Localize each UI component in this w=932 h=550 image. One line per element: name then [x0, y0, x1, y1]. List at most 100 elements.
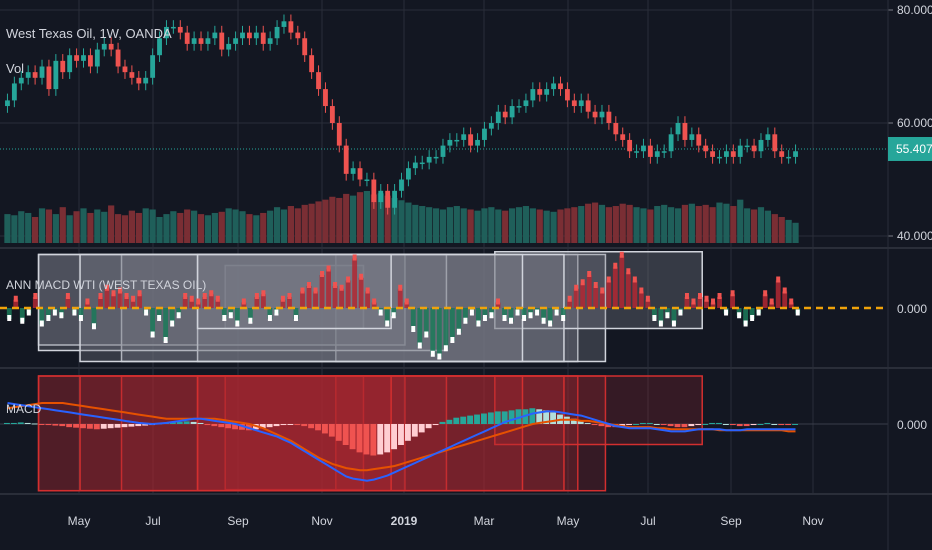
- volume-bar: [667, 207, 675, 243]
- candle-body: [46, 66, 52, 90]
- volume-bar: [432, 208, 440, 243]
- macd-histogram-bar: [743, 424, 750, 427]
- volume-bar: [571, 207, 578, 243]
- ann-marker: [463, 317, 468, 324]
- candle-body: [426, 156, 432, 163]
- candle-body: [544, 89, 550, 95]
- candle-body: [60, 60, 66, 73]
- candle-body: [447, 139, 453, 146]
- ann-marker: [717, 293, 722, 299]
- candle-body: [537, 89, 543, 95]
- ann-zero-label: 0.000: [897, 302, 927, 316]
- price-candles: [5, 14, 798, 215]
- macd-histogram-bar: [467, 415, 474, 424]
- ann-marker: [776, 276, 781, 283]
- candle-body: [281, 21, 287, 27]
- candle-body: [122, 66, 128, 73]
- price-tick-label: 60.000: [897, 116, 932, 130]
- candle-body: [751, 145, 757, 152]
- volume-bar: [322, 199, 329, 243]
- volume-bar: [771, 214, 778, 243]
- ann-macd-label[interactable]: ANN MACD WTI (WEST TEXAS OIL): [6, 278, 206, 292]
- macd-histogram-bar: [591, 424, 598, 426]
- macd-histogram-bar: [197, 422, 204, 424]
- ann-marker: [437, 353, 442, 360]
- macd-histogram-bar: [370, 424, 377, 456]
- volume-bar: [737, 199, 744, 243]
- volume-bar: [502, 210, 509, 243]
- volume-bar: [260, 212, 267, 243]
- volume-label[interactable]: Vol: [6, 61, 24, 76]
- candle-body: [758, 139, 764, 152]
- candle-body: [25, 72, 31, 78]
- volume-bar: [467, 209, 474, 243]
- ann-marker: [606, 276, 611, 283]
- ann-marker: [85, 298, 90, 305]
- macd-histogram-bar: [10, 422, 17, 424]
- volume-bar: [267, 210, 274, 243]
- macd-line: [7, 402, 796, 482]
- time-tick-label: Jul: [640, 514, 655, 528]
- candle-body: [502, 111, 508, 118]
- ann-marker: [684, 293, 689, 299]
- candle-body: [39, 66, 45, 78]
- macd-histogram-bar: [349, 424, 356, 450]
- volume-bar: [121, 215, 129, 243]
- ann-marker: [202, 293, 207, 299]
- macd-histogram-bar: [681, 424, 688, 428]
- ann-marker: [261, 290, 266, 297]
- volume-bar: [792, 222, 799, 243]
- volume-bar: [778, 217, 785, 243]
- volume-bar: [4, 214, 11, 243]
- macd-histogram-bar: [266, 424, 273, 428]
- ann-marker: [150, 331, 155, 338]
- macd-histogram-bar: [204, 424, 211, 426]
- macd-histogram-bar: [66, 424, 73, 428]
- volume-bar: [163, 214, 170, 243]
- ann-marker: [241, 298, 246, 305]
- volume-bar: [626, 204, 633, 243]
- ann-marker: [424, 331, 429, 338]
- volume-bar: [460, 208, 467, 243]
- volume-bar: [11, 215, 18, 243]
- volume-bar: [702, 204, 709, 243]
- macd-histogram-bar: [135, 424, 142, 427]
- ann-marker: [502, 315, 507, 321]
- macd-histogram-bar: [183, 421, 190, 424]
- volume-bar: [349, 195, 357, 243]
- candle-body: [143, 77, 149, 84]
- candle-body: [94, 49, 100, 67]
- volume-bar: [605, 207, 613, 243]
- macd-histogram-bar: [80, 424, 86, 429]
- symbol-title[interactable]: West Texas Oil, 1W, OANDA: [6, 26, 172, 41]
- candle-body: [129, 72, 135, 78]
- ann-marker: [574, 284, 579, 291]
- volume-bar: [128, 210, 136, 243]
- ann-marker: [196, 298, 201, 305]
- volume-bar: [211, 212, 218, 243]
- volume-bar: [654, 206, 661, 243]
- macd-histogram-bar: [646, 422, 653, 424]
- candle-body: [150, 55, 156, 78]
- macd-histogram-bar: [169, 422, 176, 424]
- candle-body: [661, 151, 667, 153]
- candle-body: [461, 134, 467, 140]
- ann-marker: [528, 312, 533, 319]
- ann-marker: [287, 293, 292, 299]
- macd-histogram-bar: [722, 424, 729, 425]
- ann-marker: [124, 293, 129, 299]
- macd-histogram-bar: [259, 424, 266, 429]
- volume-bar: [557, 209, 564, 243]
- ann-marker: [59, 312, 64, 319]
- candle-body: [170, 26, 176, 29]
- macd-histogram-bar: [536, 409, 543, 424]
- macd-histogram-bar: [716, 422, 722, 424]
- ann-macd-pane: [0, 251, 888, 363]
- ann-marker: [763, 290, 768, 297]
- volume-bar: [232, 209, 239, 243]
- candle-body: [495, 111, 501, 123]
- macd-histogram-bar: [653, 424, 660, 425]
- ann-marker: [13, 295, 18, 302]
- macd-label[interactable]: MACD: [6, 402, 42, 416]
